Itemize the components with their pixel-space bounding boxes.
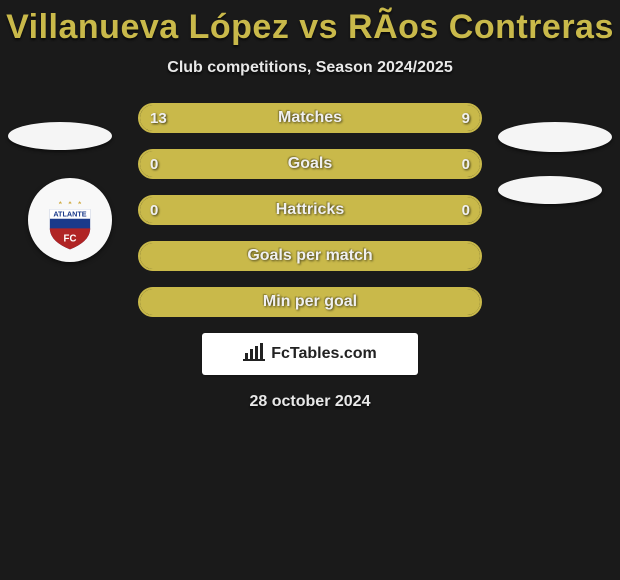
stat-value-left: 0 [150,202,158,219]
stat-value-left: 13 [150,110,167,127]
stat-row: Matches139 [138,103,482,133]
stat-bar-left-fill [140,151,480,177]
stat-value-left: 0 [150,156,158,173]
stat-bar-left-fill [140,243,480,269]
stat-bar-left-fill [140,289,480,315]
stat-value-right: 0 [462,156,470,173]
stat-bar-track [138,195,482,225]
stat-bar-track [138,149,482,179]
stat-value-right: 9 [462,110,470,127]
stat-bar-track [138,241,482,271]
player-right-ellipse-1 [498,122,612,152]
stat-row: Goals per match [138,241,482,271]
player-left-ellipse-1 [8,122,112,150]
stat-bar-left-fill [140,105,480,131]
svg-text:FC: FC [64,233,77,244]
date-line: 28 october 2024 [0,393,620,411]
page-title: Villanueva López vs RÃ­os Contreras [0,0,620,47]
stat-bar-left-fill [140,197,480,223]
svg-text:ATLANTE: ATLANTE [53,209,86,218]
club-badge-svg: ATLANTE FC [43,189,97,251]
page-subtitle: Club competitions, Season 2024/2025 [0,59,620,77]
brand-text: FcTables.com [271,345,377,363]
stat-bar-track [138,287,482,317]
club-badge-left: ATLANTE FC [28,178,112,262]
brand-box: FcTables.com [202,333,418,375]
chart-icon [243,343,265,366]
stat-row: Hattricks00 [138,195,482,225]
stat-row: Goals00 [138,149,482,179]
player-right-ellipse-2 [498,176,602,204]
stat-value-right: 0 [462,202,470,219]
stat-row: Min per goal [138,287,482,317]
stat-bar-track [138,103,482,133]
stats-area: Matches139Goals00Hattricks00Goals per ma… [0,103,620,411]
